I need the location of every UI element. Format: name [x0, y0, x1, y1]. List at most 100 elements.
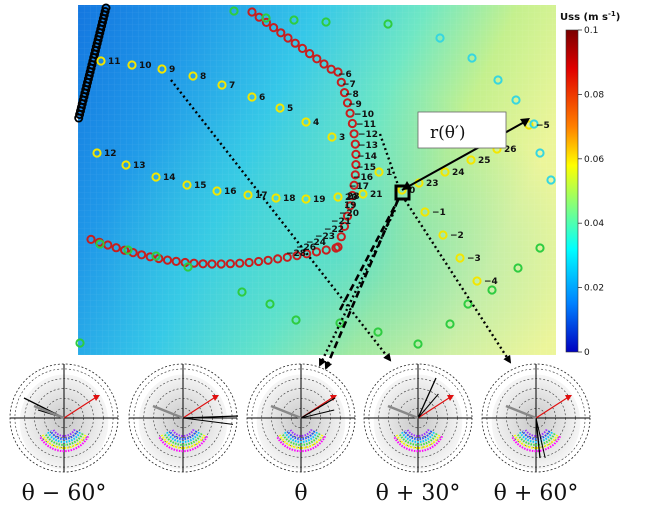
red-marker: [171, 256, 181, 266]
marker-label: 19: [313, 195, 326, 205]
yellow-marker: [466, 155, 476, 165]
red-marker: [235, 258, 245, 268]
yellow-marker: [327, 132, 337, 142]
inset-angle-label: θ: [294, 481, 307, 506]
dotted-leader-lines: [170, 79, 512, 367]
cyan-green-marker: [546, 175, 556, 185]
yellow-marker: [212, 186, 222, 196]
colorbar-tick-label: 0.06: [584, 155, 604, 165]
polar-inset: θ + 30°: [363, 363, 473, 506]
cyan-green-marker: [289, 15, 299, 25]
red-marker: [312, 54, 322, 64]
marker-label: 3: [339, 133, 345, 143]
marker-label: 4: [313, 118, 319, 128]
colorbar-tick-label: 0.1: [584, 26, 598, 36]
cyan-green-marker: [435, 33, 445, 43]
cyan-green-marker: [75, 338, 85, 348]
yellow-marker: [438, 230, 448, 240]
red-marker: [273, 254, 283, 264]
red-marker: [342, 211, 353, 221]
marker-label: −28: [286, 249, 306, 259]
yellow-marker: [217, 80, 227, 90]
yellow-marker: [188, 71, 198, 81]
red-marker: [145, 252, 155, 262]
marker-label: −13: [358, 141, 378, 151]
marker-label: 20: [345, 193, 358, 203]
red-marker: [349, 180, 359, 190]
yellow-marker: [157, 64, 167, 74]
cyan-green-marker: [95, 239, 105, 249]
marker-label: −15: [356, 163, 376, 173]
red-marker: [297, 43, 307, 54]
yellow-marker: [121, 160, 131, 170]
cyan-green-marker: [373, 327, 383, 337]
marker-label: 28: [347, 192, 360, 202]
red-marker: [302, 249, 312, 259]
marker-label: 15: [194, 181, 207, 191]
red-marker: [347, 118, 357, 129]
marker-label: 9: [169, 65, 175, 75]
red-marker: [351, 149, 361, 159]
colorbar-tick-label: 0: [584, 348, 590, 358]
yellow-marker: [358, 189, 368, 199]
red-marker: [247, 7, 257, 17]
colorbar-title: Uss (m s-1): [560, 10, 620, 23]
cyan-green-marker: [467, 53, 477, 63]
inset-angle-label: θ − 60°: [22, 481, 107, 506]
polar-inset: θ − 60°: [9, 363, 119, 506]
red-marker-labels: −6−7−8−9−10−11−12−13−14−15−16−172819−20−…: [286, 70, 378, 259]
dashed-arrow-down: [324, 199, 400, 370]
cyan-green-marker-track: [75, 6, 556, 349]
marker-label: −8: [345, 90, 359, 100]
red-marker: [319, 59, 329, 69]
red-marker: [263, 255, 273, 265]
r-theta-label: r(θ′): [430, 123, 466, 143]
red-marker: [111, 243, 121, 253]
yellow-marker: [96, 56, 106, 66]
marker-label: −3: [467, 254, 481, 264]
yellow-marker: [455, 253, 465, 263]
marker-label: −14: [357, 152, 377, 162]
red-marker: [350, 139, 360, 149]
marker-label: −9: [348, 100, 362, 110]
marker-label: 8: [200, 72, 206, 82]
cyan-green-marker: [151, 251, 161, 261]
cyan-green-marker: [493, 75, 503, 85]
polar-inset: [128, 363, 239, 473]
inset-angle-label: θ + 60°: [494, 481, 579, 506]
red-marker: [333, 67, 343, 77]
yellow-marker: [440, 167, 450, 177]
marker-label: −7: [342, 80, 356, 90]
marker-label: 5: [287, 104, 293, 114]
red-marker: [283, 33, 293, 43]
cyan-green-marker: [291, 315, 301, 325]
polar-inset: θ: [246, 363, 356, 506]
polar-insets: θ − 60° θ θ + 30° θ + 60°: [9, 363, 591, 506]
red-marker: [345, 108, 355, 118]
cyan-green-marker: [487, 285, 497, 295]
red-marker: [339, 221, 350, 231]
cyan-green-marker: [229, 6, 239, 16]
r-theta-arrow: r(θ′): [401, 111, 530, 191]
colorbar: Uss (m s-1) 0.1 0.08 0.06 0.04 0.02 0: [560, 10, 620, 358]
marker-label: −17: [349, 182, 369, 192]
cyan-green-marker: [445, 319, 455, 329]
cyan-green-marker: [535, 243, 545, 253]
colorbar-tick-label: 0.04: [584, 219, 604, 229]
red-marker: [347, 190, 357, 201]
marker-label: 1: [386, 168, 392, 178]
cyan-green-marker: [511, 95, 521, 105]
red-marker: [207, 259, 217, 269]
marker-label: −10: [354, 110, 374, 120]
yellow-marker: [333, 192, 343, 202]
marker-label: −5: [536, 121, 550, 131]
red-marker: [351, 160, 361, 170]
cyan-green-marker: [321, 17, 331, 27]
marker-label: −22: [324, 225, 344, 235]
marker-label: 24: [452, 168, 465, 178]
red-marker: [261, 17, 271, 27]
velocity-field-map: [78, 5, 556, 355]
red-marker: [276, 28, 286, 38]
colorbar-tick-label: 0.02: [584, 284, 604, 294]
